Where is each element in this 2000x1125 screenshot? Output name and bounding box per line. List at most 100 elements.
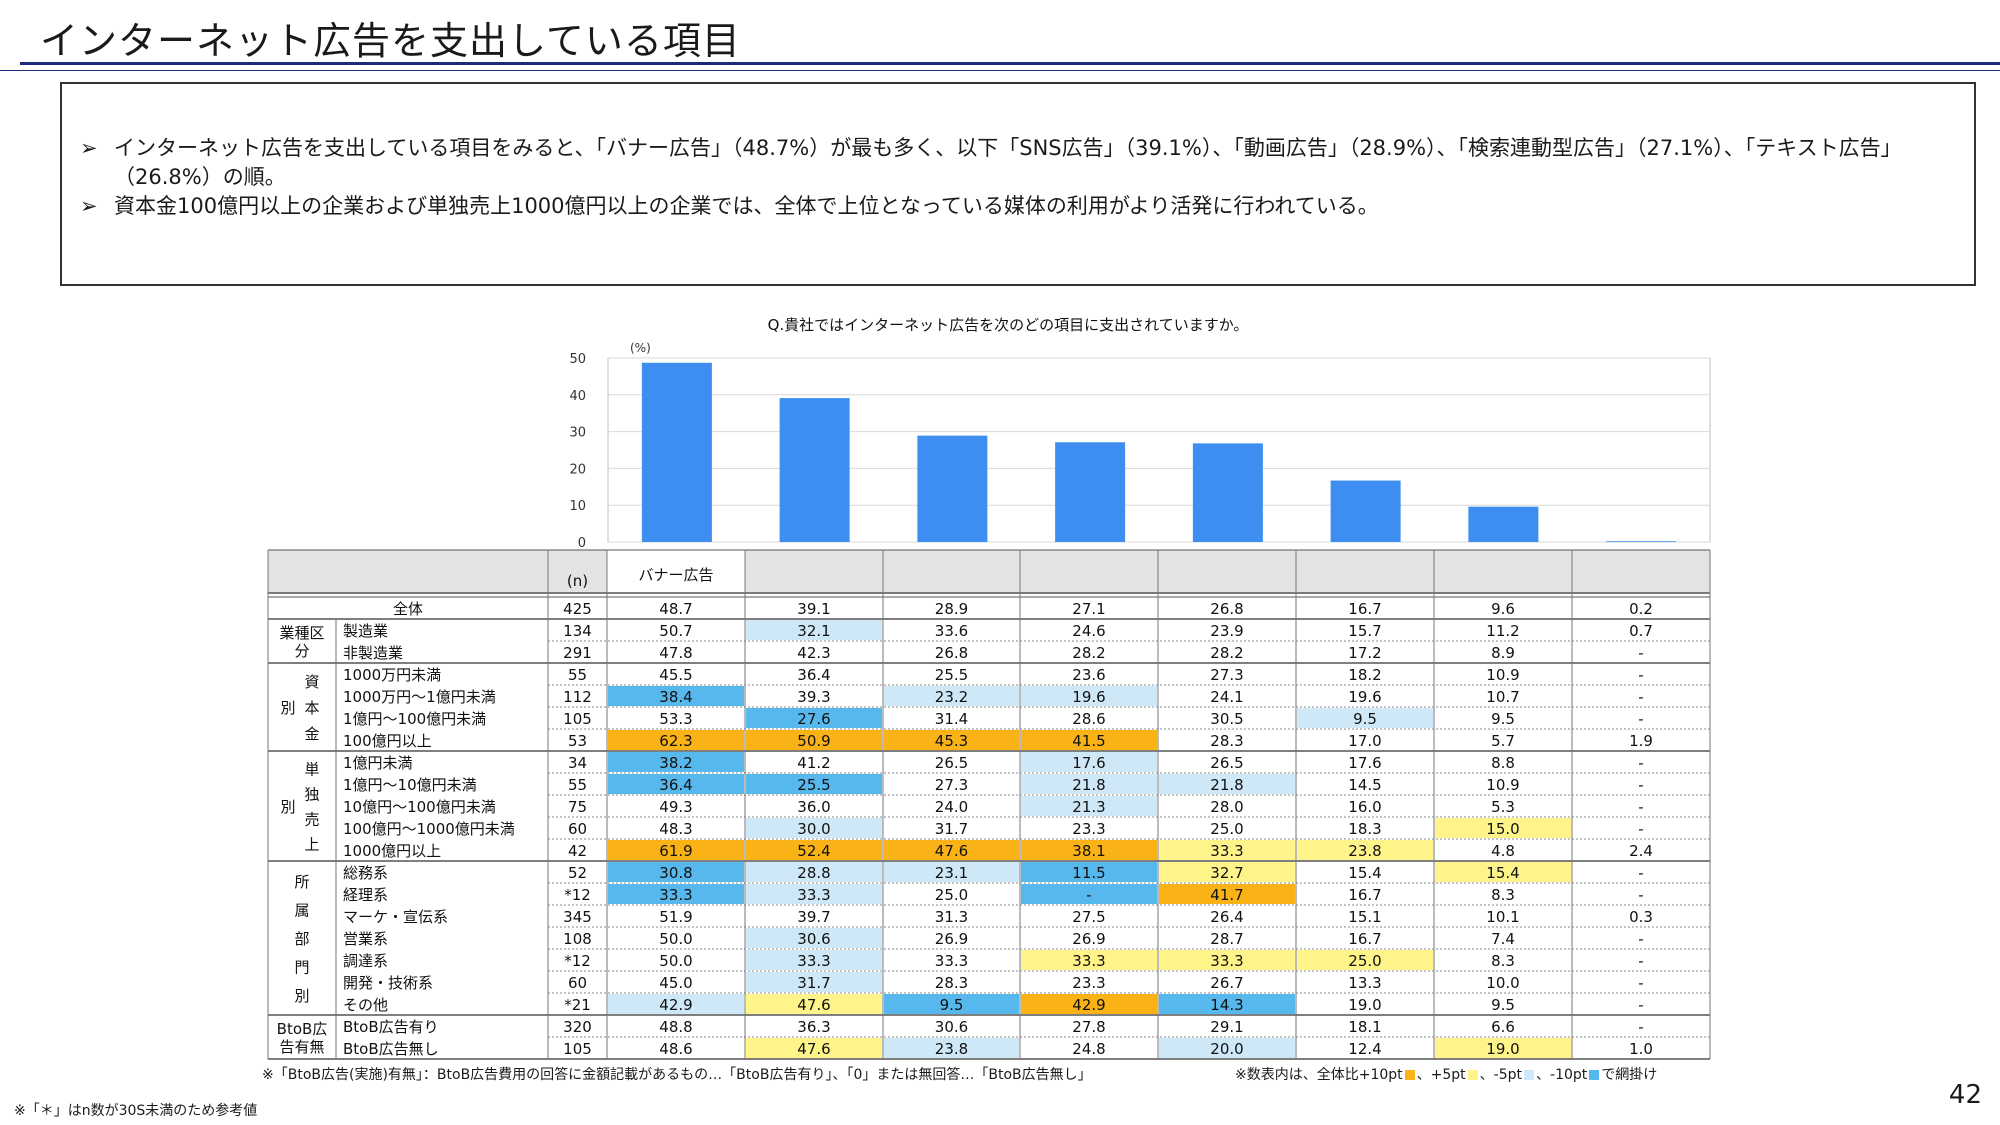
table-cell: 38.1 <box>1072 842 1105 860</box>
table-cell: 27.5 <box>1072 908 1105 926</box>
table-cell: 30.6 <box>935 1018 968 1036</box>
table-cell-highlight <box>1435 862 1571 882</box>
summary-bullet: ➢ インターネット広告を支出している項目をみると、「バナー広告」（48.7%）が… <box>80 134 1944 192</box>
table-cell: 9.5 <box>1491 996 1515 1014</box>
table-cell-highlight <box>1021 730 1157 750</box>
table-cell: 26.7 <box>1210 974 1243 992</box>
table-cell-highlight <box>884 1038 1019 1058</box>
table-cell: 41.5 <box>1072 732 1105 750</box>
row-label: その他 <box>343 996 388 1014</box>
table-cell: 19.0 <box>1348 996 1381 1014</box>
table-cell: 17.2 <box>1348 644 1381 662</box>
table-cell: 28.2 <box>1072 644 1105 662</box>
n-cell: 320 <box>563 1018 592 1036</box>
n-cell: *12 <box>564 886 591 904</box>
table-cell: 23.2 <box>935 688 968 706</box>
table-cell: 25.0 <box>1348 952 1381 970</box>
table-cell: - <box>1638 666 1643 684</box>
row-label: 製造業 <box>343 622 388 640</box>
table-cell-highlight <box>746 884 882 904</box>
row-label: 10億円～100億円未満 <box>343 798 496 816</box>
legend-m5: 、-5pt <box>1479 1067 1523 1083</box>
table-cell: 38.2 <box>659 754 692 772</box>
table-cell: 41.2 <box>797 754 830 772</box>
table-cell: 23.8 <box>935 1040 968 1058</box>
table-cell: 17.6 <box>1348 754 1381 772</box>
n-cell: 75 <box>568 798 587 816</box>
table-cell: 36.4 <box>659 776 692 794</box>
table-cell: 17.0 <box>1348 732 1381 750</box>
table-cell: 24.6 <box>1072 622 1105 640</box>
bar <box>641 362 712 542</box>
table-cell: 27.3 <box>1210 666 1243 684</box>
table-cell: 25.5 <box>935 666 968 684</box>
row-label: 100億円～1000億円未満 <box>343 820 515 838</box>
table-cell: 21.8 <box>1072 776 1105 794</box>
table-cell: 50.0 <box>659 930 692 948</box>
table-cell-highlight <box>746 972 882 992</box>
y-tick-label: 30 <box>569 426 586 441</box>
table-cell: 16.7 <box>1348 600 1381 618</box>
table-cell: 31.7 <box>935 820 968 838</box>
group-label: 資 <box>304 673 319 691</box>
plot-frame <box>607 357 1711 543</box>
n-cell: *12 <box>564 952 591 970</box>
n-cell: 55 <box>568 776 587 794</box>
y-tick-label: 0 <box>578 536 586 551</box>
n-cell: 345 <box>563 908 592 926</box>
table-cell: 23.3 <box>1072 820 1105 838</box>
table-cell: 0.3 <box>1629 908 1653 926</box>
table-cell: 15.4 <box>1348 864 1381 882</box>
table-cell-highlight <box>608 994 744 1014</box>
table-cell: 19.6 <box>1072 688 1105 706</box>
table-cell: 33.3 <box>659 886 692 904</box>
table-cell: 30.6 <box>797 930 830 948</box>
table-cell: 31.3 <box>935 908 968 926</box>
table-cell: 9.5 <box>1353 710 1377 728</box>
table-cell: - <box>1638 1018 1643 1036</box>
table-cell: 53.3 <box>659 710 692 728</box>
page-number: 42 <box>1948 1080 1982 1110</box>
table-cell: 8.3 <box>1491 952 1515 970</box>
table-cell: 52.4 <box>797 842 830 860</box>
table-cell-highlight <box>1159 950 1295 970</box>
group-label: 業種区 <box>279 624 324 642</box>
table-cell: 5.7 <box>1491 732 1515 750</box>
table-cell-highlight <box>1021 840 1157 860</box>
table-cell: - <box>1638 974 1643 992</box>
table-cell: 26.9 <box>1072 930 1105 948</box>
table-cell-highlight <box>1435 1038 1571 1058</box>
y-axis-unit: (%) <box>630 341 651 355</box>
row-label: BtoB広告有り <box>343 1018 439 1036</box>
table-cell: 47.6 <box>797 1040 830 1058</box>
table-cell: 62.3 <box>659 732 692 750</box>
table-cell: - <box>1638 798 1643 816</box>
table-cell: 45.0 <box>659 974 692 992</box>
table-cell: 61.9 <box>659 842 692 860</box>
table-cell: 27.1 <box>1072 600 1105 618</box>
table-cell-highlight <box>884 862 1019 882</box>
bullet-text: インターネット広告を支出している項目をみると、「バナー広告」（48.7%）が最も… <box>114 136 1902 189</box>
y-tick-label: 10 <box>569 499 586 514</box>
table-cell: 48.6 <box>659 1040 692 1058</box>
table-cell: 18.1 <box>1348 1018 1381 1036</box>
chart-title: Q.貴社ではインターネット広告を次のどの項目に支出されていますか。 <box>768 316 1249 334</box>
table-cell-highlight <box>746 1038 882 1058</box>
row-label: 全体 <box>393 600 423 618</box>
n-cell: 105 <box>563 1040 592 1058</box>
table-cell-highlight <box>608 840 744 860</box>
shading-legend: ※数表内は、全体比+10pt 、+5pt 、-5pt 、-10pt で網掛け <box>1235 1064 1657 1084</box>
table-cell: 39.7 <box>797 908 830 926</box>
row-label: BtoB広告無し <box>343 1040 439 1058</box>
table-cell: - <box>1638 864 1643 882</box>
table-cell: 28.8 <box>797 864 830 882</box>
table-cell: 25.0 <box>1210 820 1243 838</box>
row-label: 1億円～10億円未満 <box>343 776 477 794</box>
table-cell-highlight <box>1435 818 1571 838</box>
table-cell-highlight <box>1297 950 1433 970</box>
table-cell-highlight <box>1297 840 1433 860</box>
row-label: 1億円～100億円未満 <box>343 710 486 728</box>
table-cell: - <box>1638 930 1643 948</box>
table-cell-highlight <box>608 686 744 706</box>
n-cell: 105 <box>563 710 592 728</box>
